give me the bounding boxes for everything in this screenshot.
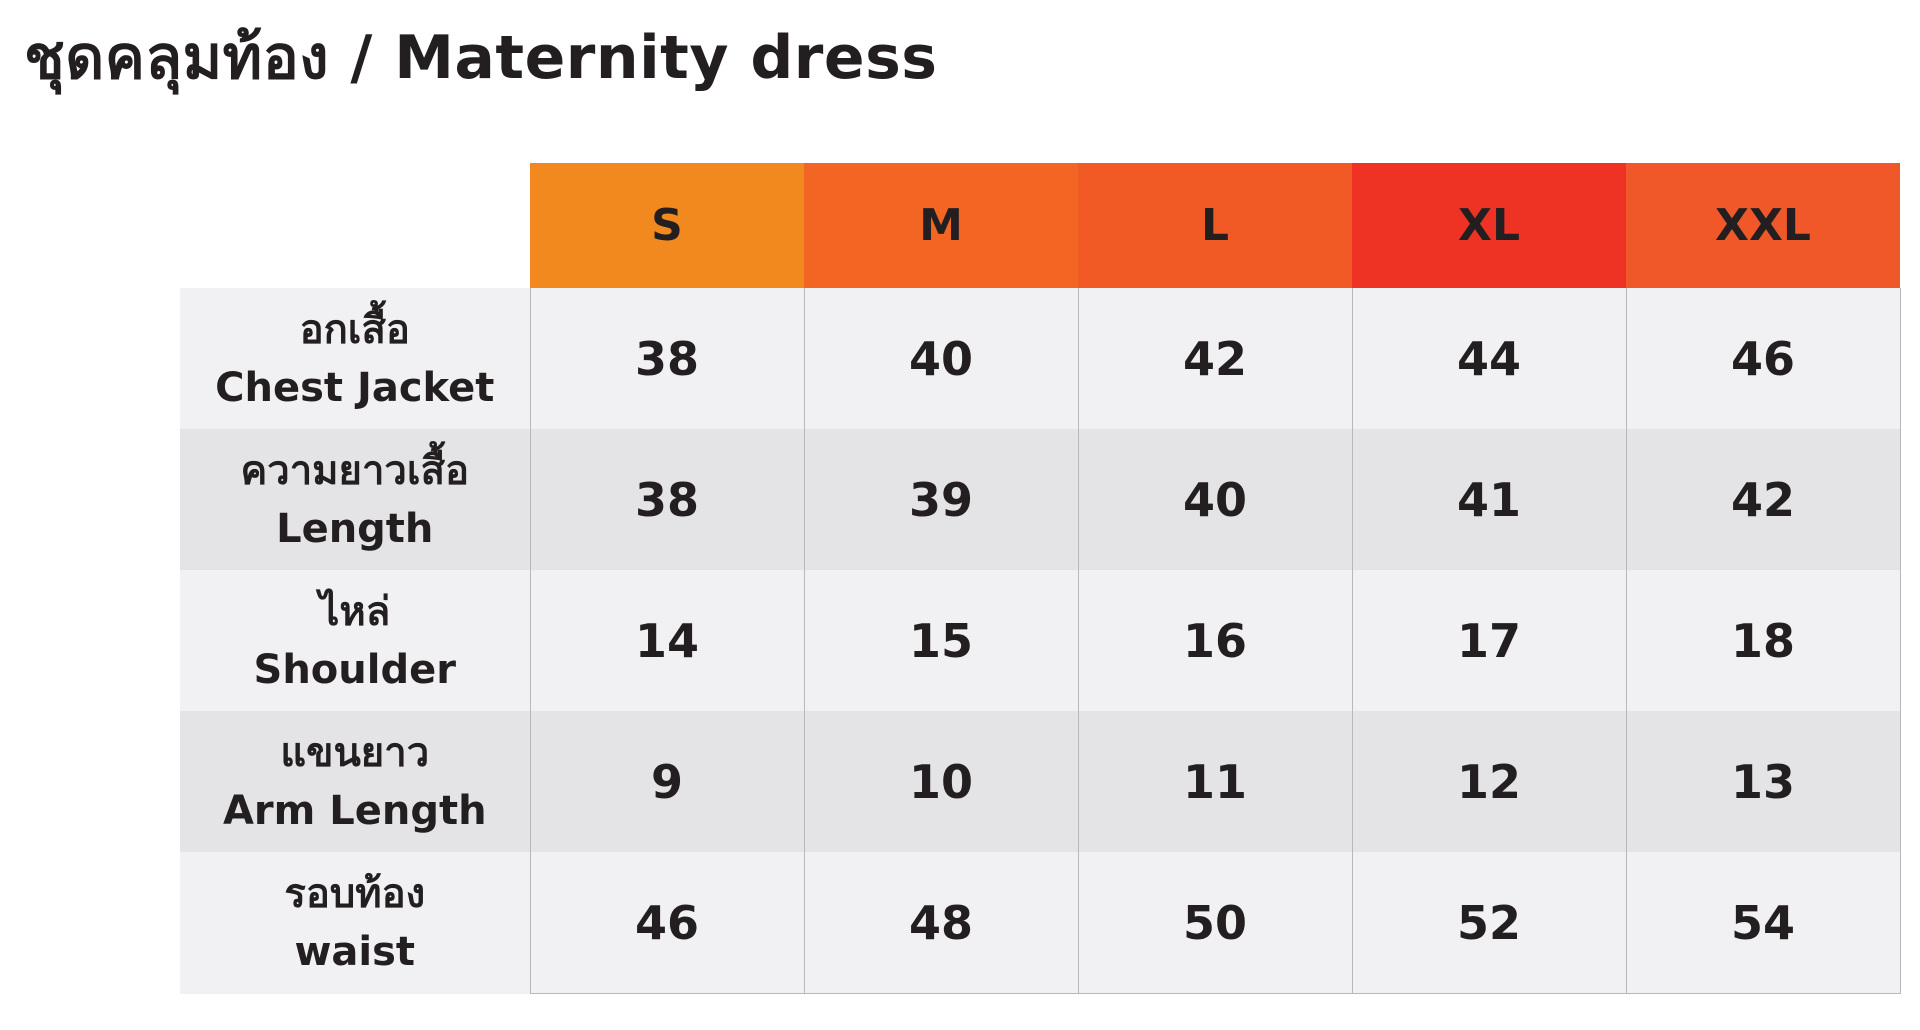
table-cell: 42 [1625,429,1901,570]
table-cell: 42 [1077,288,1352,429]
row-label-thai: ไหล่ [319,588,391,635]
size-header-xxl: XXL [1626,163,1900,288]
table-cell: 52 [1351,852,1626,994]
row-label-english: waist [294,928,416,975]
table-cell: 9 [529,711,804,852]
table-cell: 13 [1625,711,1901,852]
table-row-chest: อกเสื้อ Chest Jacket 38 40 42 44 46 [180,288,1901,429]
table-cell: 40 [803,288,1078,429]
table-cell: 12 [1351,711,1626,852]
table-cell: 44 [1351,288,1626,429]
table-cell: 14 [529,570,804,711]
table-cell: 17 [1351,570,1626,711]
page-title: ชุดคลุมท้อง / Maternity dress [24,23,938,93]
table-cell: 46 [1625,288,1901,429]
row-label-arm-length: แขนยาว Arm Length [180,711,530,852]
row-label-english: Chest Jacket [215,364,495,411]
table-cell: 18 [1625,570,1901,711]
row-label-thai: อกเสื้อ [299,306,410,353]
table-cell: 39 [803,429,1078,570]
row-label-waist: รอบท้อง waist [180,852,530,994]
row-label-thai: แขนยาว [280,729,430,776]
table-row-waist: รอบท้อง waist 46 48 50 52 54 [180,852,1901,994]
table-cell: 46 [529,852,804,994]
table-cell: 38 [529,288,804,429]
table-cell: 48 [803,852,1078,994]
table-cell: 41 [1351,429,1626,570]
row-label-english: Arm Length [222,787,487,834]
table-cell: 16 [1077,570,1352,711]
table-cell: 54 [1625,852,1901,994]
row-label-thai: ความยาวเสื้อ [240,447,469,494]
table-row-length: ความยาวเสื้อ Length 38 39 40 41 42 [180,429,1901,570]
size-chart-table: S M L XL XXL อกเสื้อ Chest Jacket 38 40 … [180,163,1901,994]
size-header-xl: XL [1352,163,1626,288]
table-cell: 40 [1077,429,1352,570]
row-label-english: Shoulder [253,646,456,693]
table-row-arm-length: แขนยาว Arm Length 9 10 11 12 13 [180,711,1901,852]
size-header-s: S [530,163,804,288]
size-header-m: M [804,163,1078,288]
row-label-chest: อกเสื้อ Chest Jacket [180,288,530,429]
size-header-l: L [1078,163,1352,288]
row-label-length: ความยาวเสื้อ Length [180,429,530,570]
table-cell: 10 [803,711,1078,852]
header-corner-cell [180,163,530,288]
row-label-thai: รอบท้อง [284,870,426,917]
table-cell: 38 [529,429,804,570]
table-cell: 11 [1077,711,1352,852]
row-label-shoulder: ไหล่ Shoulder [180,570,530,711]
size-header-row: S M L XL XXL [180,163,1900,288]
table-cell: 15 [803,570,1078,711]
table-row-shoulder: ไหล่ Shoulder 14 15 16 17 18 [180,570,1901,711]
row-label-english: Length [276,505,434,552]
table-cell: 50 [1077,852,1352,994]
